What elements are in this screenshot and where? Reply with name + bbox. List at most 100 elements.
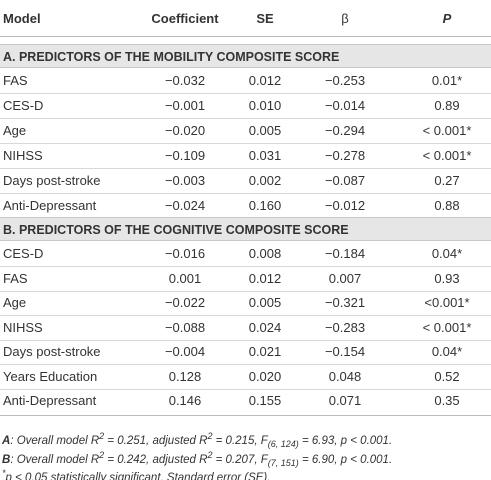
row-label: Anti-Depressant [3,198,97,213]
footnote-text: = 6.90, p < 0.001. [298,453,393,466]
footnote-text: 2 [99,450,105,460]
cell-value: −0.001 [164,98,206,113]
cell-value: 0.001 [168,270,202,286]
cell-value: 0.008 [248,246,282,261]
footnote-text: : Overall model R [10,434,100,447]
cell-value: 0.021 [248,344,282,359]
header-rule [0,36,491,37]
column-header: SE [256,11,274,26]
footnote-text: 2 [207,450,213,460]
section-title: A. PREDICTORS OF THE MOBILITY COMPOSITE … [0,44,491,68]
cell-value: 0.020 [248,368,282,384]
footnote-text: * [2,468,6,478]
footnote-text: A [2,434,11,447]
cell-value: < 0.001* [422,319,472,335]
cell-value: −0.283 [324,319,366,335]
cell-value: −0.014 [324,98,366,113]
row-rule [0,339,491,341]
cell-value: 0.012 [248,270,282,286]
cell-value: 0.010 [248,98,282,113]
cell-value: 0.005 [248,295,282,310]
cell-value: 0.89 [434,98,460,113]
row-rule [0,266,491,267]
row-label: Anti-Depressant [3,393,97,408]
row-rule [0,193,491,194]
cell-value: −0.087 [324,173,366,188]
footnote-text: p < 0.05 statistically significant. Stan… [5,471,271,480]
row-rule [0,364,491,365]
table-bottom-rule [0,415,491,416]
cell-value: −0.020 [164,123,206,138]
footnote-text: = 0.207, F [212,453,268,466]
row-rule [0,168,491,169]
footnote-text: B [2,453,11,466]
cell-value: 0.002 [248,173,282,188]
cell-value: −0.321 [324,295,366,310]
column-header: Coefficient [151,11,219,26]
cell-value: −0.109 [164,148,206,163]
cell-value: 0.128 [168,368,202,384]
row-rule [0,93,491,94]
cell-value: 0.031 [248,148,282,163]
footnote-text: 2 [207,431,213,441]
footnote: A: Overall model R2 = 0.251, adjusted R2… [2,428,392,452]
row-label: Days post-stroke [3,173,101,188]
cell-value: 0.93 [434,270,460,286]
cell-value: < 0.001* [422,148,472,163]
cell-value: 0.01* [431,73,463,88]
footnote-text: (7, 151) [267,458,299,469]
row-label: Age [3,295,27,310]
cell-value: 0.012 [248,73,282,88]
cell-value: −0.253 [324,73,366,88]
row-label: FAS [3,270,28,286]
cell-value: −0.184 [324,246,366,261]
footnote-text: = 6.93, p < 0.001. [298,434,393,447]
cell-value: 0.155 [248,393,282,408]
cell-value: < 0.001* [422,123,472,138]
row-rule [0,143,491,144]
cell-value: 0.024 [248,319,282,335]
row-label: Age [3,123,27,138]
row-label: NIHSS [3,148,43,163]
cell-value: −0.012 [324,198,366,213]
row-rule [0,290,491,292]
cell-value: −0.088 [164,319,206,335]
row-label: CES-D [3,98,44,113]
footnote-text: (6, 124) [267,439,299,450]
cell-value: −0.024 [164,198,206,213]
footnote-text: 2 [99,431,105,441]
row-label: CES-D [3,246,44,261]
column-header: P [442,11,452,26]
cell-value: −0.004 [164,344,206,359]
cell-value: −0.032 [164,73,206,88]
cell-value: −0.022 [164,295,206,310]
row-rule [0,388,491,390]
row-rule [0,118,491,119]
cell-value: 0.071 [328,393,362,408]
cell-value: 0.27 [434,173,460,188]
footnote-text: = 0.242, adjusted R [104,453,208,466]
cell-value: −0.003 [164,173,206,188]
cell-value: 0.52 [434,368,460,384]
footnote-text: : Overall model R [10,453,100,466]
cell-value: 0.146 [168,393,202,408]
cell-value: 0.160 [248,198,282,213]
cell-value: −0.294 [324,123,366,138]
cell-value: −0.154 [324,344,366,359]
cell-value: 0.048 [328,368,362,384]
row-label: FAS [3,73,28,88]
column-header: β [341,11,349,26]
cell-value: −0.016 [164,246,206,261]
footnote: B: Overall model R2 = 0.242, adjusted R2… [2,447,392,471]
row-label: Years Education [3,368,98,384]
row-rule [0,315,491,316]
cell-value: <0.001* [424,295,470,310]
column-header: Model [3,11,41,26]
cell-value: 0.007 [328,270,362,286]
cell-value: −0.278 [324,148,366,163]
cell-value: 0.04* [431,246,463,261]
footnote: *p < 0.05 statistically significant. Sta… [2,465,270,480]
cell-value: 0.35 [434,393,460,408]
row-label: NIHSS [3,319,43,335]
